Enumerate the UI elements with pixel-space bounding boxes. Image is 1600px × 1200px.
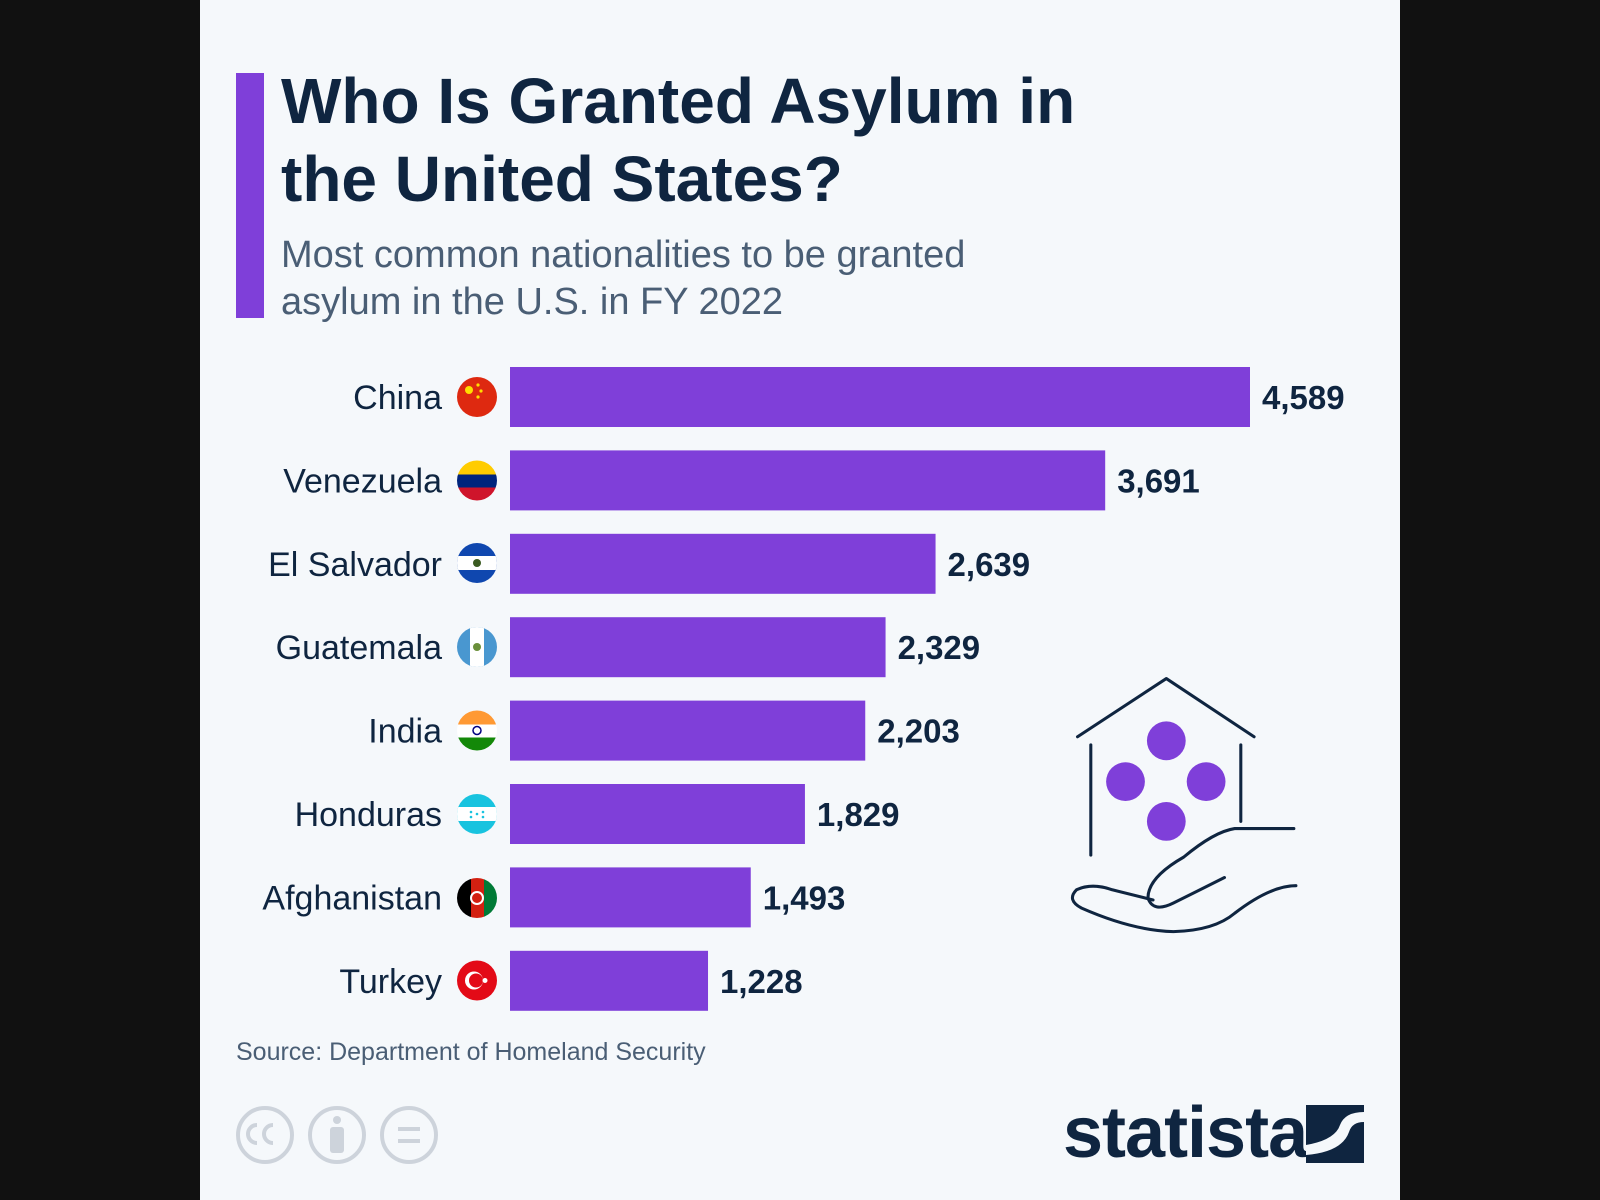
- flag: [457, 960, 497, 1001]
- flag: [457, 794, 497, 834]
- chart-subtitle: Most common nationalities to be granted …: [281, 234, 966, 323]
- bar: [510, 450, 1106, 511]
- panel: [200, 0, 1400, 1200]
- value-label: 2,329: [898, 629, 981, 666]
- flag: [457, 710, 497, 751]
- bar: [510, 950, 709, 1011]
- category-label: Afghanistan: [262, 879, 442, 917]
- flag: [457, 543, 497, 583]
- bar: [510, 700, 866, 761]
- flags: [457, 377, 497, 1001]
- value-label: 3,691: [1117, 462, 1200, 499]
- bar: [510, 367, 1250, 427]
- value-label: 4,589: [1262, 379, 1345, 416]
- house-illustration: [1070, 677, 1298, 934]
- bar: [510, 867, 751, 928]
- brand-logo[interactable]: statista: [1063, 1093, 1308, 1173]
- bar: [510, 784, 805, 844]
- flag: [457, 460, 497, 501]
- category-label: El Salvador: [268, 546, 442, 584]
- accent-bar: [236, 73, 264, 318]
- category-label: India: [368, 713, 442, 751]
- flag: [457, 627, 497, 667]
- category-label: China: [353, 379, 442, 417]
- category-label: Turkey: [339, 963, 442, 1001]
- category-label: Venezuela: [283, 462, 442, 500]
- source: Source: Department of Homeland Security: [236, 1038, 706, 1066]
- bar: [510, 617, 886, 678]
- value-label: 1,228: [720, 963, 803, 1000]
- category-label: Honduras: [295, 796, 442, 834]
- value-label: 1,829: [817, 796, 900, 833]
- chart-title: Who Is Granted Asylum in the United Stat…: [281, 65, 1076, 215]
- category-label: Guatemala: [276, 629, 442, 667]
- value-label: 2,203: [877, 713, 960, 750]
- flag: [457, 878, 497, 918]
- license-icons: [236, 1106, 438, 1164]
- brand-icon: [1306, 1105, 1364, 1163]
- flag: [457, 377, 497, 417]
- value-label: 2,639: [948, 546, 1031, 583]
- value-label: 1,493: [763, 879, 846, 916]
- bar: [510, 533, 936, 594]
